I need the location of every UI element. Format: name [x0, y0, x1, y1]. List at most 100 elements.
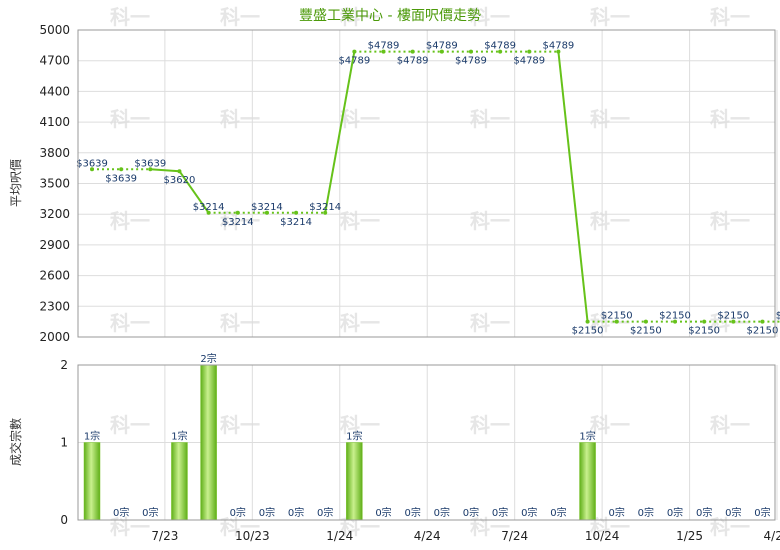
price-point-label: $4789	[455, 56, 487, 67]
price-point	[673, 319, 677, 324]
watermark-text: 科一	[220, 515, 260, 539]
volume-bar-label: 0宗	[259, 506, 275, 519]
x-tick-label: 1/25	[676, 529, 703, 543]
price-line-segment	[178, 170, 210, 214]
watermark-text: 科一	[710, 311, 750, 335]
volume-bar-label: 1宗	[346, 430, 362, 443]
watermark-text: 科一	[110, 311, 150, 335]
volume-bar-label: 0宗	[550, 506, 566, 519]
price-y-tick-label: 3500	[39, 177, 70, 191]
watermark-text: 科一	[710, 413, 750, 437]
price-point	[556, 49, 561, 54]
volume-bar-label: 0宗	[113, 506, 129, 519]
price-point	[585, 319, 590, 324]
price-point-label: $3620	[164, 175, 196, 186]
price-line-segment	[150, 168, 180, 173]
price-y-tick-label: 2600	[39, 269, 70, 283]
x-tick-label: 1/24	[326, 529, 353, 543]
price-point	[235, 210, 240, 215]
price-point-label: $3639	[134, 158, 166, 169]
price-point	[760, 319, 765, 324]
watermark-text: 科一	[110, 107, 150, 131]
volume-bar-label: 0宗	[288, 506, 304, 519]
price-point	[119, 167, 124, 172]
watermark-text: 科一	[220, 107, 260, 131]
watermark-text: 科一	[590, 209, 630, 233]
price-y-tick-label: 2000	[39, 330, 70, 344]
price-point	[643, 319, 648, 324]
price-plot-frame	[77, 29, 776, 338]
volume-bar-labels: 1宗 0宗 0宗 1宗 2宗 0宗 0宗 0宗 0宗 1宗 0宗 0宗 0宗 0宗 0宗 0宗 0宗 1宗 0宗 0宗…	[84, 352, 771, 519]
watermark-text: 科一	[340, 5, 380, 29]
volume-bar-label: 0宗	[492, 506, 508, 519]
volume-bar-label: 0宗	[230, 506, 246, 519]
volume-bar-label: 1宗	[579, 430, 595, 443]
price-point-label: $3639	[105, 173, 137, 184]
x-tick-label: 10/24	[585, 529, 620, 543]
x-tick-label: 4/24	[414, 529, 441, 543]
price-point	[527, 49, 532, 54]
price-point	[702, 319, 707, 324]
watermark-text: 科一	[590, 515, 630, 539]
price-points	[90, 49, 765, 324]
watermark-text: 科一	[590, 107, 630, 131]
watermark-text: 科一	[710, 5, 750, 29]
x-tick-label: 7/23	[151, 529, 178, 543]
watermark-text: 科一	[220, 5, 260, 29]
volume-bar-label: 0宗	[754, 506, 770, 519]
x-tick-label: 10/23	[235, 529, 270, 543]
price-point	[614, 319, 619, 324]
price-point	[206, 210, 211, 215]
price-y-tick-label: 4100	[39, 115, 70, 129]
volume-bar-label: 0宗	[696, 506, 712, 519]
price-point-label: $4789	[397, 56, 429, 67]
price-point	[498, 49, 503, 54]
watermark-text: 科一	[710, 209, 750, 233]
watermark-text: 科一	[340, 311, 380, 335]
price-point-label: $3214	[280, 217, 312, 228]
price-point-label: $3214	[193, 202, 225, 213]
price-point	[352, 49, 357, 54]
volume-bar-label: 0宗	[317, 506, 333, 519]
price-point	[90, 167, 94, 172]
volume-bar-label: 0宗	[375, 506, 391, 519]
watermark-text: 科一	[470, 311, 510, 335]
price-point-label: $4789	[426, 41, 458, 52]
price-y-tick-label: 3800	[39, 146, 70, 160]
price-point	[468, 49, 473, 54]
watermark-text: 科一	[590, 5, 630, 29]
watermark-text: 科一	[220, 413, 260, 437]
price-point-label: $2150	[659, 311, 691, 322]
price-point-label: $2150	[572, 326, 604, 337]
volume-y-tick-label: 0	[60, 513, 68, 527]
price-axis-label: 平均呎價	[9, 159, 23, 207]
volume-bar-label: 0宗	[521, 506, 537, 519]
watermark-text: 科一	[470, 413, 510, 437]
watermark-text: 科一	[110, 413, 150, 437]
price-point-label: $2150	[776, 311, 780, 322]
volume-bar-label: 0宗	[142, 506, 158, 519]
x-tick-label: 4/25	[764, 529, 780, 543]
volume-bar-label: 1宗	[171, 430, 187, 443]
price-point	[323, 210, 328, 215]
volume-axis-label: 成交宗數	[8, 418, 23, 466]
price-y-tick-label: 2300	[39, 299, 70, 313]
volume-bar-label: 0宗	[725, 506, 741, 519]
volume-y-tick-label: 2	[60, 358, 68, 372]
price-point	[177, 169, 182, 174]
volume-y-ticks: 2 1 0	[60, 358, 68, 527]
watermark-text: 科一	[470, 209, 510, 233]
price-line	[92, 50, 780, 323]
price-point	[264, 210, 269, 215]
watermark-text: 科一	[340, 107, 380, 131]
watermark-text: 科一	[110, 209, 150, 233]
chart-title: 豐盛工業中心 - 樓面呎價走勢	[299, 7, 481, 24]
price-point-label: $2150	[601, 311, 633, 322]
watermark-text: 科一	[710, 515, 750, 539]
price-point-label: $2150	[630, 326, 662, 337]
watermark-text: 科一	[110, 5, 150, 29]
volume-bar-label: 1宗	[84, 430, 100, 443]
price-y-tick-label: 2900	[39, 238, 70, 252]
watermark-text: 科一	[470, 5, 510, 29]
